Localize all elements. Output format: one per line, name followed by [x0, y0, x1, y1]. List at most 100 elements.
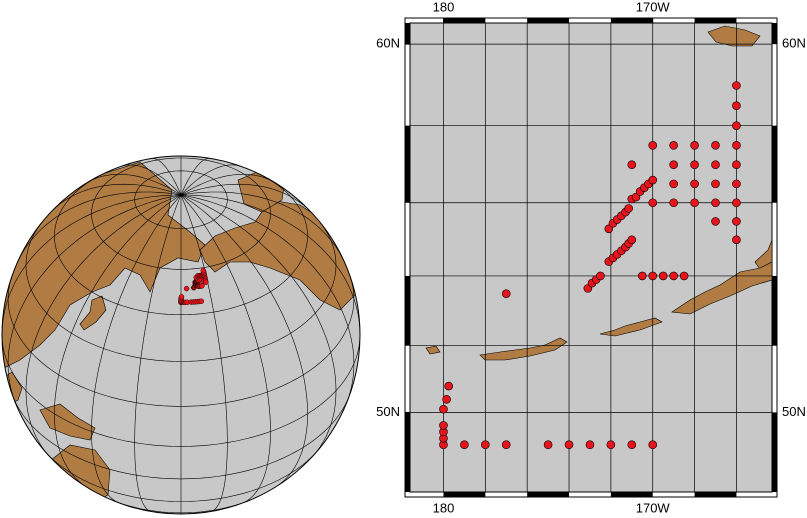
x-tick-label: 170W [636, 0, 671, 14]
graticule-line [134, 194, 182, 512]
station [444, 381, 454, 391]
globe-station [178, 294, 185, 300]
graticule-line [52, 183, 182, 211]
station [658, 271, 668, 281]
station [690, 141, 699, 150]
graticule-line [91, 194, 182, 504]
station [669, 179, 678, 189]
station [627, 235, 637, 245]
globe-station [200, 267, 207, 274]
station [690, 179, 699, 189]
x-tick-label: 180 [433, 0, 455, 14]
station [596, 271, 605, 281]
frame-bar [772, 125, 777, 203]
frame-bar [610, 18, 653, 23]
station [732, 235, 741, 245]
x-tick-label: 170W [636, 500, 671, 515]
y-tick-label: 60N [376, 36, 400, 51]
north-america [199, 199, 360, 311]
graticule-line [2, 334, 360, 447]
frame-bar [694, 492, 737, 497]
aleutians-west [479, 337, 568, 361]
frame-bar [610, 492, 653, 497]
frame-bar [405, 23, 410, 45]
station [732, 81, 741, 90]
frame-bar [443, 492, 486, 497]
station [501, 289, 511, 298]
graticule-line [25, 220, 337, 362]
globe-station [183, 285, 190, 292]
station [501, 440, 511, 450]
station [732, 198, 741, 208]
station [732, 121, 741, 130]
station [543, 440, 553, 450]
station [711, 217, 720, 226]
map-ocean [409, 22, 773, 493]
station [732, 141, 741, 150]
graticule [2, 156, 360, 514]
graticule-line [180, 158, 210, 196]
station [690, 160, 699, 170]
station [648, 175, 658, 185]
x-tick-label: 180 [433, 500, 455, 515]
station [564, 440, 574, 450]
near-islands [425, 345, 441, 355]
station [648, 198, 658, 208]
station [732, 101, 741, 111]
regional-map: 180 180 170W 170W 50N 50N 60N 60N [376, 0, 806, 515]
graticule-line [91, 157, 271, 270]
aleutians-east [599, 317, 663, 337]
station [669, 141, 678, 150]
station [711, 160, 720, 170]
station [690, 198, 699, 208]
frame-bar [527, 18, 570, 23]
globe-station [198, 298, 205, 304]
globe-stations [178, 267, 209, 306]
continents [2, 156, 360, 514]
graticule-line [18, 191, 182, 261]
station [648, 141, 658, 150]
frame-bar [772, 275, 777, 346]
station [679, 271, 689, 281]
frame-bar [694, 18, 737, 23]
station [711, 198, 720, 208]
globe-outline [1, 155, 361, 515]
graticule-line [86, 174, 182, 196]
station [711, 141, 720, 150]
station [585, 440, 595, 450]
alaska-peninsula [671, 261, 772, 315]
indonesia [39, 403, 96, 441]
station [732, 160, 741, 170]
station [732, 179, 741, 189]
globe-station [199, 283, 205, 289]
station [481, 440, 490, 450]
graticule-line [54, 194, 182, 486]
station [637, 271, 647, 281]
station [669, 271, 678, 281]
y-tick-label: 50N [376, 404, 400, 419]
graticule-line [54, 174, 308, 316]
graticule-line [180, 191, 344, 261]
tick-labels: 180 180 170W 170W 50N 50N 60N 60N [376, 0, 806, 515]
graticule-line [134, 170, 228, 229]
globe-station [203, 279, 209, 285]
japan [79, 295, 107, 331]
frame-bar [405, 275, 410, 346]
frame-bar [405, 412, 410, 492]
graticule-line [180, 194, 308, 486]
frame-bar [405, 125, 410, 203]
map-land [425, 25, 772, 361]
frame-bar [527, 492, 570, 497]
graticule-line [152, 158, 182, 196]
station [442, 394, 451, 404]
y-tick-label: 60N [782, 36, 806, 51]
station [606, 440, 616, 450]
station [439, 404, 448, 414]
graticule-line [7, 276, 355, 407]
st-lawrence-island [707, 25, 761, 47]
graticule-line [180, 194, 337, 457]
graticule-line [180, 164, 241, 196]
station [711, 179, 720, 189]
graticule-line [180, 174, 276, 196]
